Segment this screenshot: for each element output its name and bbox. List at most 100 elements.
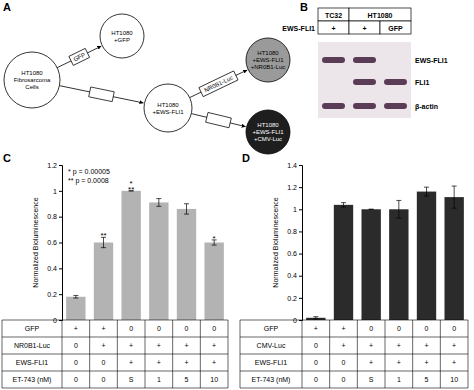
- node-label: HT1080: [21, 70, 43, 76]
- header-label: HT1080: [368, 12, 393, 19]
- cell-node: [246, 38, 290, 82]
- table-cell: +: [212, 359, 216, 366]
- table-cell: +: [341, 342, 345, 349]
- table-cell: +: [129, 342, 133, 349]
- table-cell: +: [184, 359, 188, 366]
- table-cell: 0: [157, 325, 161, 332]
- bar: [149, 202, 168, 320]
- error-bar: [313, 317, 318, 319]
- table-rule: [240, 320, 468, 321]
- table-rule: [468, 320, 469, 388]
- table-cell: 0: [452, 325, 456, 332]
- table-rule: [2, 388, 228, 389]
- annotation: * p = 0.00005: [68, 168, 110, 176]
- y-tick: 0.2: [47, 291, 62, 298]
- table-row-label: ET-743 (nM): [13, 376, 52, 384]
- table-rule: [145, 320, 146, 388]
- table-cell: S: [369, 376, 374, 383]
- condition-table: GFP++0000CMV-Luc0+++++EWS-FLI100++++ET-7…: [240, 320, 468, 388]
- table-cell: 0: [425, 325, 429, 332]
- table-rule: [62, 320, 63, 388]
- y-tick-label: 1.2: [47, 162, 57, 169]
- y-tick-mark: [59, 243, 62, 244]
- node-label: HT1080: [257, 122, 279, 128]
- y-tick-label: 0.6: [287, 250, 297, 257]
- blot-band: [322, 103, 345, 109]
- blot-band: [353, 57, 376, 63]
- table-row-label: ET-743 (nM): [252, 376, 291, 384]
- y-tick: 0.6: [287, 250, 302, 257]
- table-cell: 5: [185, 376, 189, 383]
- table-rule: [240, 388, 468, 389]
- blot-band: [384, 103, 407, 109]
- y-tick-label: 1: [293, 206, 297, 213]
- bar: [177, 209, 196, 320]
- arrow-box-rect: [206, 112, 232, 127]
- row-label: EWS-FLI1: [282, 25, 315, 32]
- table-cell: 0: [102, 359, 106, 366]
- lane-cell: [318, 21, 349, 34]
- bar: [204, 243, 223, 321]
- panel-label: B: [300, 1, 308, 13]
- table-cell: 0: [314, 342, 318, 349]
- table-cell: +: [157, 359, 161, 366]
- table-row-label: CMV-Luc: [257, 342, 286, 349]
- plot-area: [306, 186, 464, 320]
- bar: [417, 192, 436, 320]
- table-rule: [240, 337, 468, 338]
- y-tick-label: 1.2: [287, 184, 297, 191]
- header-cell: [318, 8, 349, 21]
- bar: [94, 243, 113, 321]
- y-tick: 1.2: [47, 162, 62, 169]
- table-rule: [240, 371, 468, 372]
- condition-table: GFP++0000NR0B1-Luc0+++++EWS-FLI100++++ET…: [2, 320, 228, 388]
- table-cell: +: [184, 342, 188, 349]
- y-tick: 1.2: [287, 184, 302, 191]
- table-cell: +: [129, 359, 133, 366]
- table-rule: [440, 320, 441, 388]
- table-cell: +: [314, 325, 318, 332]
- y-tick-label: 0.6: [47, 239, 57, 246]
- cell-node: [144, 84, 192, 132]
- node-label: HT1080: [157, 102, 179, 108]
- arrow: [59, 86, 143, 103]
- figure: AGFPNR0B1-LucHT1080FibrosarcomaCellsHT10…: [0, 0, 474, 390]
- table-cell: 1: [397, 376, 401, 383]
- panel-label: A: [3, 1, 11, 13]
- table-cell: 0: [185, 325, 189, 332]
- table-cell: +: [397, 359, 401, 366]
- table-cell: 0: [342, 359, 346, 366]
- node-label: Fibrosarcoma: [14, 77, 51, 83]
- error-bar: [424, 187, 429, 196]
- panel-a: GFPNR0B1-LucHT1080FibrosarcomaCellsHT108…: [4, 14, 290, 154]
- lane-cell: [380, 21, 411, 34]
- blot-band: [353, 79, 376, 85]
- node-label: +EWS-FLI1: [252, 57, 284, 63]
- arrow-box: GFP: [69, 48, 90, 65]
- error-bar: [184, 204, 189, 214]
- table-cell: 1: [157, 376, 161, 383]
- y-tick-label: 0.2: [287, 295, 297, 302]
- significance-mark: *: [213, 234, 216, 243]
- arrow-box-rect: [89, 87, 115, 102]
- table-cell: 0: [102, 376, 106, 383]
- plot-area: [66, 191, 224, 320]
- lane-cell: [349, 21, 380, 34]
- y-tick-mark: [59, 191, 62, 192]
- arrow-box-rect: [69, 48, 90, 65]
- table-cell: 0: [74, 376, 78, 383]
- y-tick-label: 0.4: [287, 272, 297, 279]
- band-label: β-actin: [415, 103, 438, 111]
- y-tick: 1: [293, 206, 302, 213]
- table-cell: 0: [74, 359, 78, 366]
- y-tick: 1: [53, 188, 62, 195]
- table-row-label: EWS-FLI1: [16, 359, 48, 366]
- arrow-box-rect: [199, 71, 238, 97]
- table-cell: +: [74, 325, 78, 332]
- y-tick-label: 0.2: [47, 291, 57, 298]
- table-cell: +: [157, 342, 161, 349]
- table-cell: +: [212, 342, 216, 349]
- table-cell: 0: [369, 325, 373, 332]
- table-rule: [240, 354, 468, 355]
- table-rule: [302, 320, 303, 388]
